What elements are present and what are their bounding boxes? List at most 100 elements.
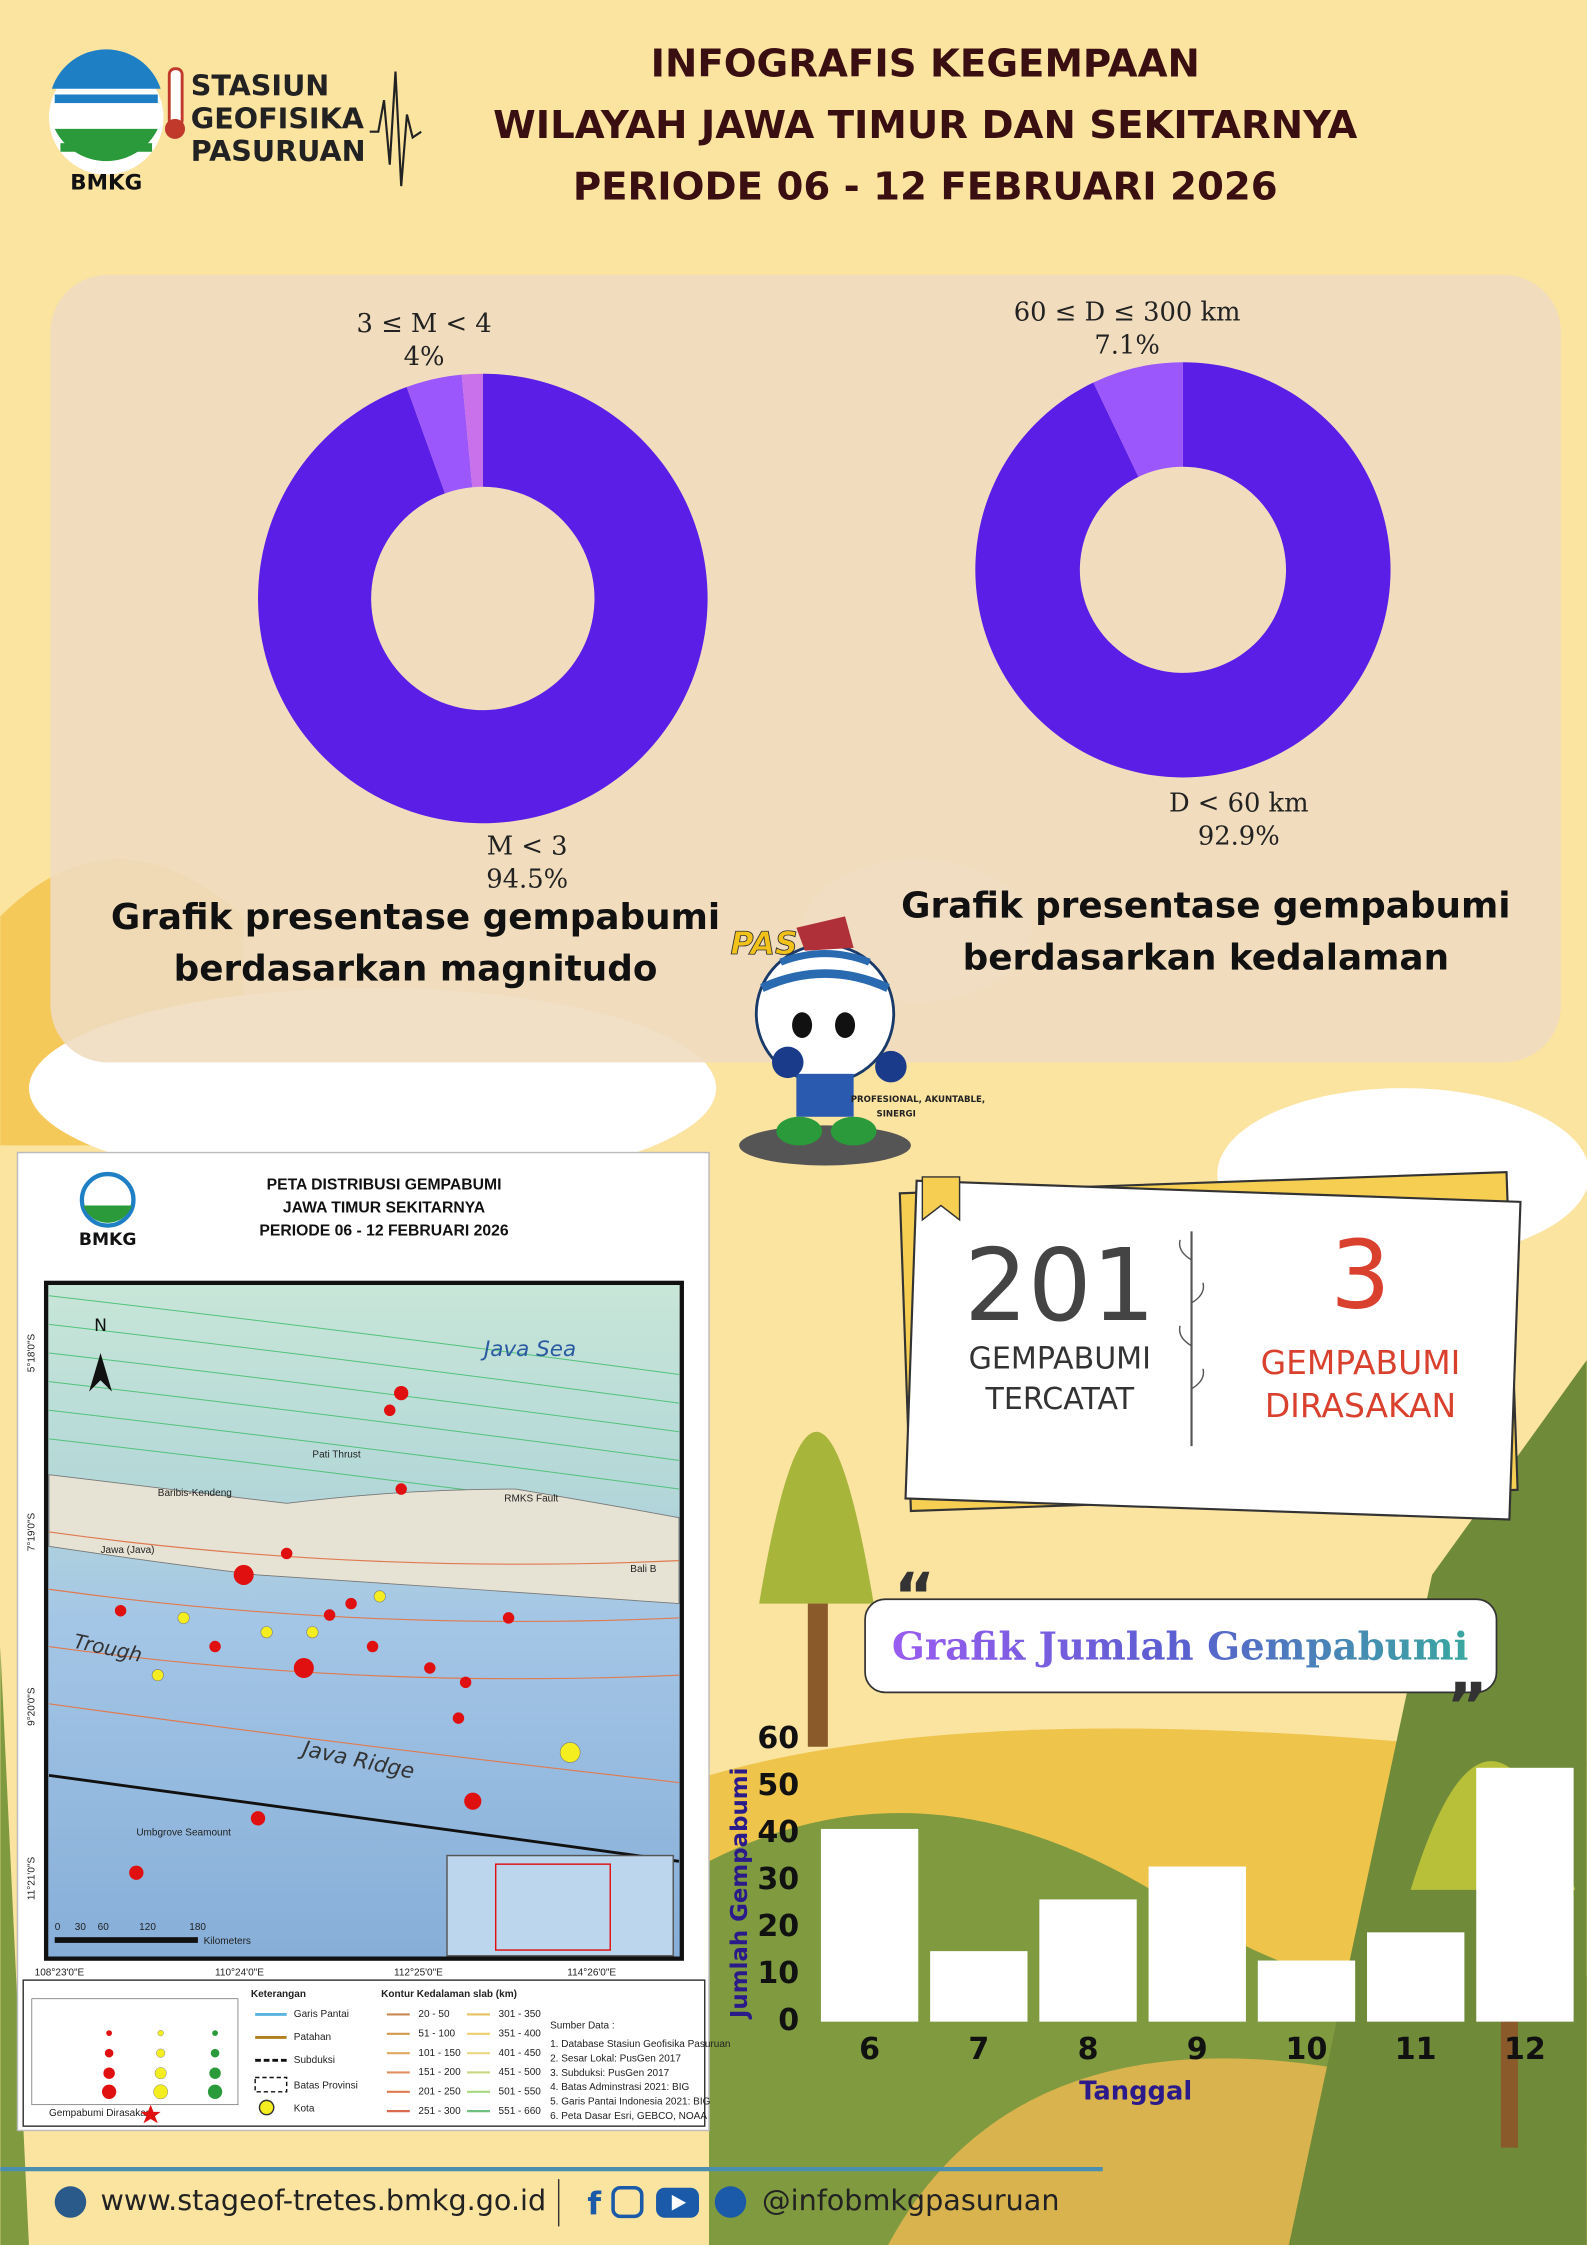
map-label: Jawa (Java) xyxy=(101,1545,155,1556)
quote-mark: “ xyxy=(894,1560,935,1633)
org-name: GEOFISIKA xyxy=(191,101,365,135)
pie-slice xyxy=(406,374,473,494)
y-axis-label: Jumlah Gempabumi xyxy=(727,1767,753,2020)
stat-label: TERCATAT xyxy=(985,1382,1135,1417)
stat-label: GEMPABUMI xyxy=(969,1342,1151,1377)
contour-label: 401 - 450 xyxy=(499,2048,542,2059)
y-tick-label: 60 xyxy=(757,1721,799,1756)
map-title: PETA DISTRIBUSI GEMPABUMI xyxy=(267,1177,502,1194)
lat-label: 9°20'0"S xyxy=(26,1687,37,1726)
x-tick-label: 9 xyxy=(1187,2032,1208,2067)
source-title: Sumber Data : xyxy=(550,2021,615,2032)
chart-caption: berdasarkan kedalaman xyxy=(963,937,1449,978)
source-item: 3. Subduksi: PusGen 2017 xyxy=(550,2068,670,2079)
legend-item: Kota xyxy=(294,2104,315,2115)
bar xyxy=(930,1951,1028,2022)
scale-label: 30 xyxy=(75,1922,87,1933)
chart-title: Grafik Jumlah Gempabumi xyxy=(892,1624,1468,1669)
pie-slice xyxy=(1093,362,1183,477)
x-tick-label: 7 xyxy=(968,2032,989,2067)
map-title: JAWA TIMUR SEKITARNYA xyxy=(283,1200,485,1217)
y-tick-label: 50 xyxy=(757,1768,799,1803)
mascot-motto: PROFESIONAL, AKUNTABLE, xyxy=(851,1095,985,1105)
slice-value-label: 4% xyxy=(404,342,445,372)
lon-label: 112°25'0"E xyxy=(394,1968,443,1979)
contour-label: 501 - 550 xyxy=(499,2086,542,2097)
title: PERIODE 06 - 12 FEBRUARI 2026 xyxy=(573,164,1278,209)
footer: www.stageof-tretes.bmkg.go.id f @infobmk… xyxy=(54,2179,1059,2227)
contour-label: 351 - 400 xyxy=(499,2028,542,2039)
scale-label: 120 xyxy=(139,1922,156,1933)
x-tick-label: 6 xyxy=(859,2032,880,2067)
stat-value: 201 xyxy=(964,1227,1155,1344)
source-item: 1. Database Stasiun Geofisika Pasuruan xyxy=(550,2039,730,2050)
chart-caption: Grafik presentase gempabumi xyxy=(901,886,1510,927)
scale-label: 180 xyxy=(189,1922,206,1933)
bar-title-box xyxy=(864,1598,1498,1694)
y-tick-label: 0 xyxy=(778,2003,799,2038)
logo: BMKG STASIUN GEOFISIKA PASURUAN xyxy=(48,49,422,195)
title: INFOGRAFIS KEGEMPAAN xyxy=(651,41,1200,86)
bar xyxy=(1148,1866,1246,2022)
slice-value-label: 7.1% xyxy=(1094,330,1159,360)
mascot-name: PAS xyxy=(731,926,798,962)
slice-label: 60 ≤ D ≤ 300 km xyxy=(1014,298,1241,328)
source-item: 4. Batas Adminstrasi 2021: BIG xyxy=(550,2082,689,2093)
lat-label: 11°21'0"S xyxy=(26,1857,37,1901)
map-label: Baribis-Kendeng xyxy=(158,1488,232,1499)
stat-label: DIRASAKAN xyxy=(1265,1386,1456,1425)
source-item: 5. Garis Pantai Indonesia 2021: BIG xyxy=(550,2096,711,2107)
chart-caption: Grafik presentase gempabumi xyxy=(111,897,720,938)
pie-slice xyxy=(258,373,708,824)
contour-label: 101 - 150 xyxy=(418,2048,461,2059)
source-item: 2. Sesar Lokal: PusGen 2017 xyxy=(550,2054,681,2065)
svg-text:f: f xyxy=(587,2186,601,2222)
source-item: 6. Peta Dasar Esri, GEBCO, NOAA xyxy=(550,2111,707,2122)
scale-label: 0 xyxy=(55,1922,61,1933)
map-label: Bali B xyxy=(630,1564,656,1575)
bar xyxy=(1476,1767,1574,2022)
lon-label: 108°23'0"E xyxy=(35,1968,85,1979)
bar-chart: Grafik Jumlah Gempabumi 0 10 20 30 40 50 60 6 7 8 9… xyxy=(727,1624,1574,2106)
y-tick-label: 40 xyxy=(757,1815,799,1850)
bar xyxy=(1039,1899,1137,2022)
slice-label: 3 ≤ M < 4 xyxy=(357,309,492,339)
contour-label: 251 - 300 xyxy=(418,2106,461,2117)
contour-label: 551 - 660 xyxy=(499,2106,542,2117)
svg-text:N: N xyxy=(94,1316,107,1336)
map-title: PERIODE 06 - 12 FEBRUARI 2026 xyxy=(259,1222,508,1239)
x-tick-label: 8 xyxy=(1078,2032,1099,2067)
slice-label: M < 3 xyxy=(487,832,568,862)
bar xyxy=(1257,1960,1356,2022)
lon-label: 110°24'0"E xyxy=(215,1968,264,1979)
map-label: Pati Thrust xyxy=(312,1449,360,1460)
mascot-motto: SINERGI xyxy=(877,1109,916,1119)
x-axis-label: Tanggal xyxy=(1079,2076,1192,2106)
x-tick-label: 10 xyxy=(1286,2032,1328,2067)
map-label: Umbgrove Seamount xyxy=(136,1827,231,1838)
chart-caption: berdasarkan magnitudo xyxy=(174,949,658,990)
x-tick-label: 12 xyxy=(1504,2032,1546,2067)
contour-title: Kontur Kedalaman slab (km) xyxy=(381,1989,517,2000)
legend-item: Subduksi xyxy=(294,2055,335,2066)
map-logo: BMKG xyxy=(79,1230,137,1250)
contour-label: 151 - 200 xyxy=(418,2067,461,2078)
contour-label: 20 - 50 xyxy=(418,2009,450,2020)
org-name: PASURUAN xyxy=(191,134,366,168)
stat-label: GEMPABUMI xyxy=(1261,1343,1461,1382)
social: @infobmkgpasuruan xyxy=(762,2183,1059,2217)
org-name: STASIUN xyxy=(191,68,330,102)
scale-unit: Kilometers xyxy=(204,1936,251,1947)
slice-value-label: 94.5% xyxy=(486,865,568,895)
stats-card: 201 GEMPABUMI TERCATAT 3 GEMPABUMI DIRAS… xyxy=(898,1171,1522,1521)
contour-label: 201 - 250 xyxy=(418,2086,461,2097)
mascot: PAS PROFESIONAL, AKUNTABLE, SINERGI xyxy=(730,916,985,1166)
lat-label: 5°18'0"S xyxy=(26,1333,37,1372)
pie-slice xyxy=(461,373,483,488)
contour-label: 301 - 350 xyxy=(499,2009,542,2020)
logo-text: BMKG xyxy=(70,170,142,195)
pie-charts: M < 394.5% 3 ≤ M < 44% Grafik presentase g… xyxy=(111,298,1511,990)
slice-value-label: 92.9% xyxy=(1198,822,1280,852)
y-tick-label: 30 xyxy=(757,1862,799,1897)
